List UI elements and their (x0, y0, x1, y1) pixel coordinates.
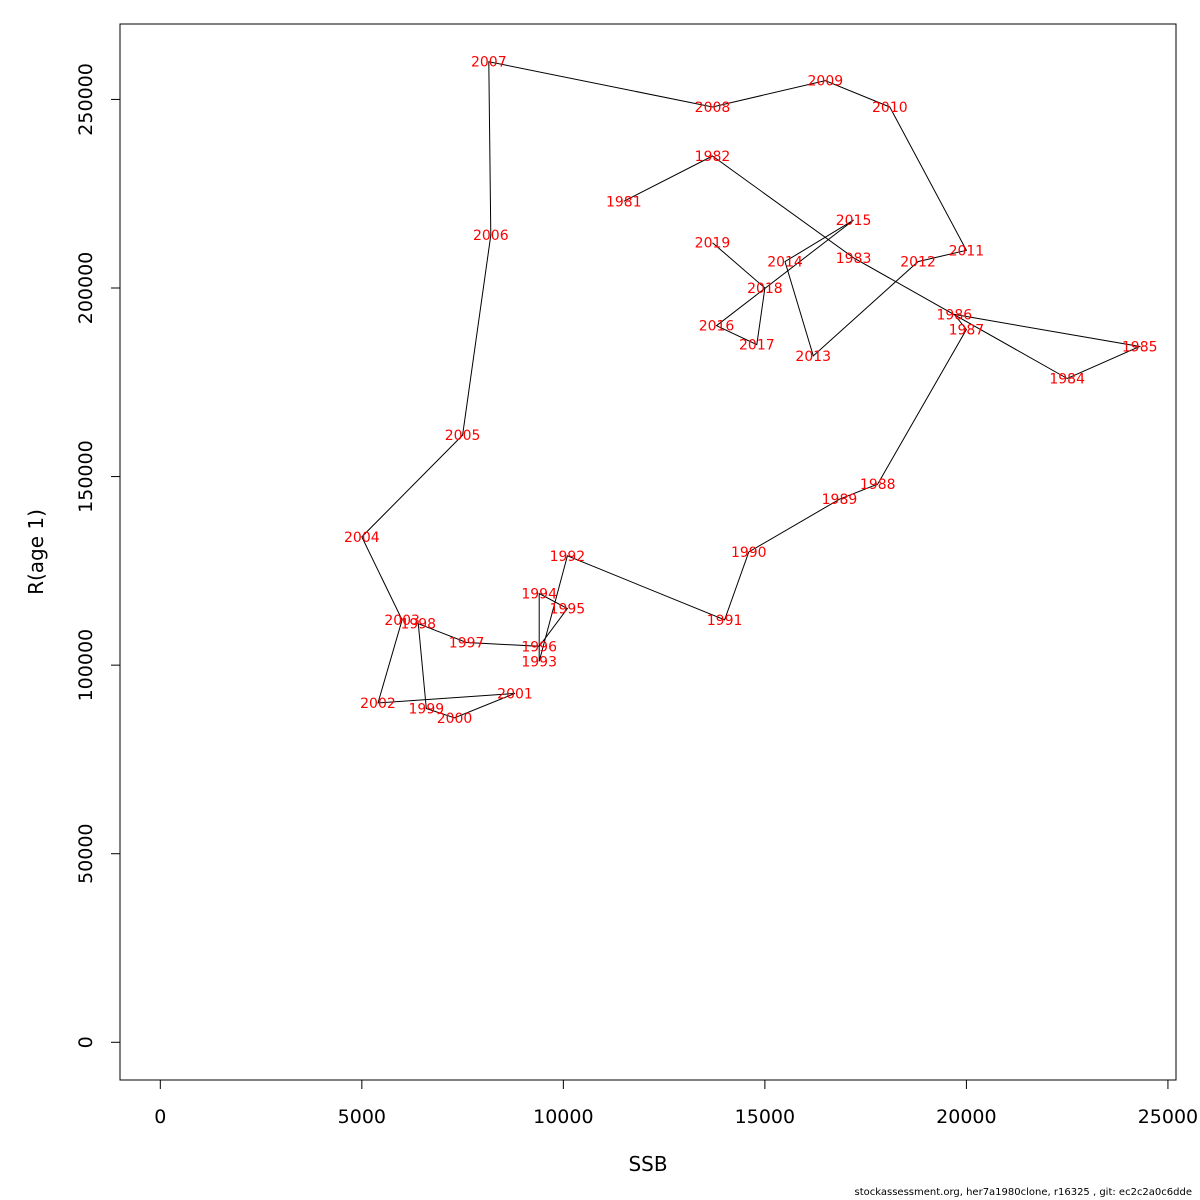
year-label-2016: 2016 (699, 319, 735, 335)
footer-credit: stockassessment.org, her7a1980clone, r16… (854, 1187, 1192, 1198)
y-tick-label: 100000 (75, 629, 97, 702)
y-tick-label: 0 (75, 1036, 97, 1048)
x-tick-label: 0 (154, 1106, 166, 1128)
year-label-2011: 2011 (949, 243, 985, 259)
year-label-2009: 2009 (808, 74, 844, 90)
year-label-1989: 1989 (822, 492, 858, 508)
year-label-1991: 1991 (707, 613, 743, 629)
x-tick-label: 15000 (735, 1106, 795, 1128)
x-tick-label: 5000 (338, 1106, 386, 1128)
year-label-1998: 1998 (400, 617, 436, 633)
year-label-2001: 2001 (497, 686, 533, 702)
year-label-1995: 1995 (550, 602, 586, 618)
plot-frame (119, 23, 1177, 1081)
year-label-1983: 1983 (836, 251, 872, 267)
year-label-2015: 2015 (836, 213, 872, 229)
year-label-2000: 2000 (437, 711, 473, 727)
year-label-2012: 2012 (900, 255, 936, 271)
year-label-1999: 1999 (409, 702, 445, 718)
y-axis: 0 50000 100000 150000 200000 250000 (75, 63, 121, 1048)
year-label-2007: 2007 (471, 55, 507, 71)
year-label-1993: 1993 (521, 654, 557, 670)
x-tick-label: 10000 (533, 1106, 593, 1128)
year-label-2014: 2014 (767, 255, 803, 271)
year-label-2004: 2004 (344, 530, 380, 546)
trajectory-line (361, 61, 1142, 719)
y-axis-label: R(age 1) (24, 509, 48, 595)
year-label-1986: 1986 (937, 307, 973, 323)
year-label-2010: 2010 (872, 100, 908, 116)
year-label-1988: 1988 (860, 477, 896, 493)
year-label-1982: 1982 (695, 149, 731, 165)
year-label-2002: 2002 (360, 696, 396, 712)
year-label-1996: 1996 (521, 639, 557, 655)
y-tick-label: 150000 (75, 440, 97, 513)
year-label-1981: 1981 (606, 194, 642, 210)
x-tick-label: 25000 (1138, 1106, 1198, 1128)
y-tick-label: 50000 (75, 823, 97, 883)
year-label-1992: 1992 (550, 549, 586, 565)
year-label-2018: 2018 (747, 281, 783, 297)
year-labels: 1981198219831984198519861987198819891990… (344, 55, 1158, 727)
year-label-1994: 1994 (521, 586, 557, 602)
year-label-2013: 2013 (795, 349, 831, 365)
year-label-1987: 1987 (949, 322, 985, 338)
year-label-2005: 2005 (445, 428, 481, 444)
y-tick-label: 250000 (75, 63, 97, 136)
year-label-2019: 2019 (695, 236, 731, 252)
y-tick-label: 200000 (75, 252, 97, 325)
year-label-2003: 2003 (384, 613, 420, 629)
x-tick-label: 20000 (936, 1106, 996, 1128)
year-label-1997: 1997 (449, 636, 485, 652)
year-label-2006: 2006 (473, 228, 509, 244)
year-label-1990: 1990 (731, 545, 767, 561)
year-label-2008: 2008 (695, 100, 731, 116)
year-label-1985: 1985 (1122, 339, 1158, 355)
year-label-1984: 1984 (1049, 372, 1085, 388)
x-axis-label: SSB (628, 1152, 667, 1176)
year-label-2017: 2017 (739, 338, 775, 354)
x-axis: 0 5000 10000 15000 20000 25000 (154, 1079, 1198, 1128)
